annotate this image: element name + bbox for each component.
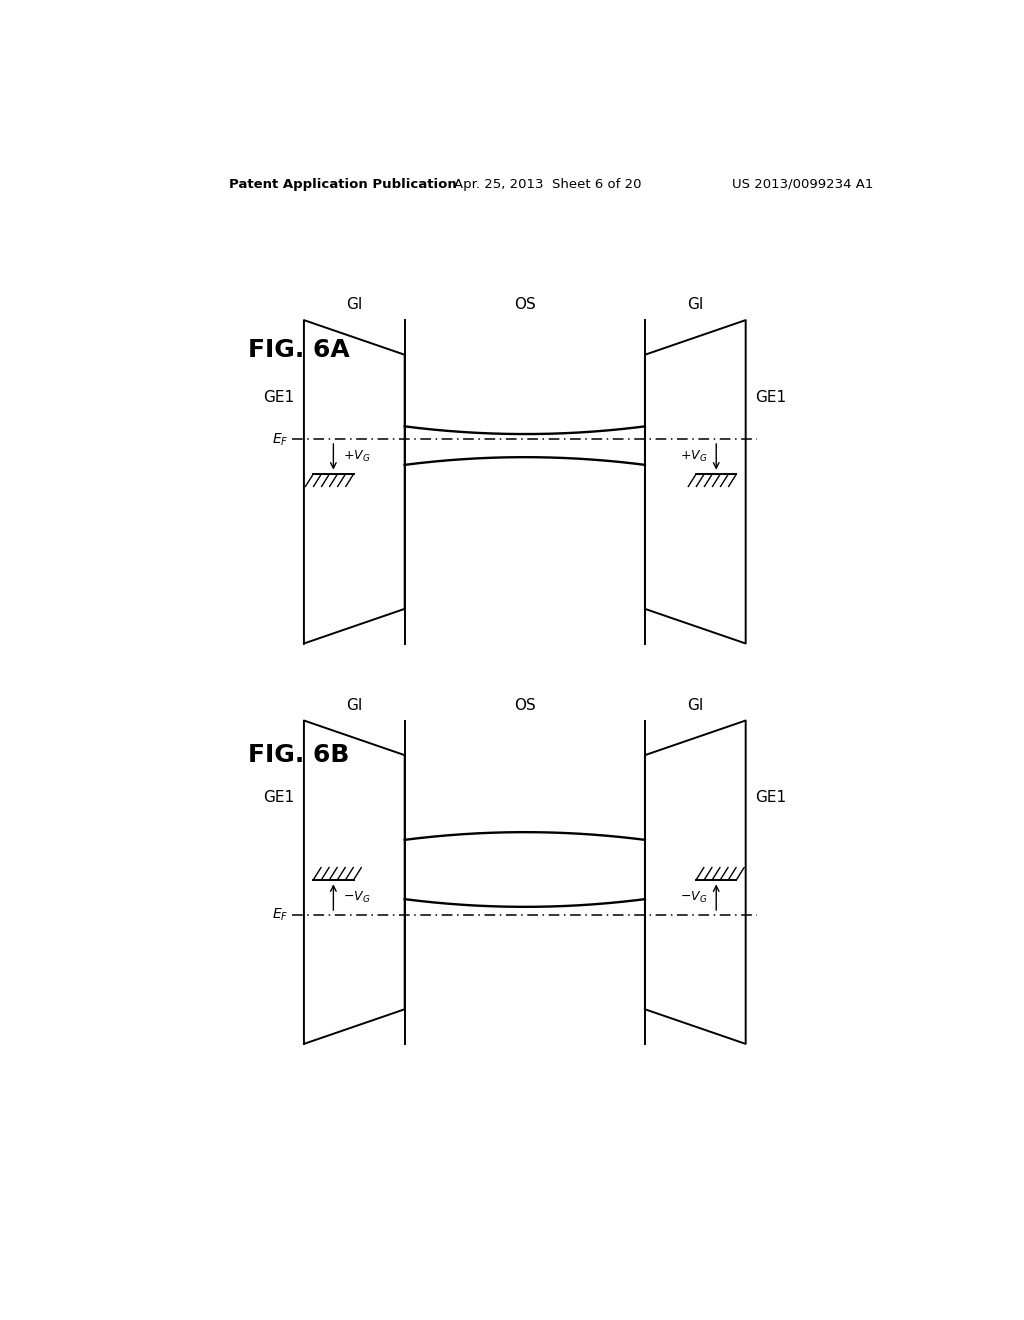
Text: GI: GI xyxy=(687,698,703,713)
Text: US 2013/0099234 A1: US 2013/0099234 A1 xyxy=(732,178,873,190)
Text: Apr. 25, 2013  Sheet 6 of 20: Apr. 25, 2013 Sheet 6 of 20 xyxy=(454,178,641,190)
Text: Patent Application Publication: Patent Application Publication xyxy=(228,178,457,190)
Text: OS: OS xyxy=(514,297,536,313)
Text: $+V_G$: $+V_G$ xyxy=(680,449,707,463)
Text: GE1: GE1 xyxy=(755,789,786,805)
Text: GE1: GE1 xyxy=(263,389,295,405)
Text: $-V_G$: $-V_G$ xyxy=(680,890,707,906)
Text: GI: GI xyxy=(346,698,362,713)
Text: OS: OS xyxy=(514,698,536,713)
Text: $E_F$: $E_F$ xyxy=(272,432,289,447)
Text: $+V_G$: $+V_G$ xyxy=(343,449,370,463)
Text: GE1: GE1 xyxy=(755,389,786,405)
Text: FIG. 6B: FIG. 6B xyxy=(248,743,349,767)
Text: GI: GI xyxy=(346,297,362,313)
Text: GI: GI xyxy=(687,297,703,313)
Text: $-V_G$: $-V_G$ xyxy=(343,890,370,906)
Text: GE1: GE1 xyxy=(263,789,295,805)
Text: FIG. 6A: FIG. 6A xyxy=(248,338,350,363)
Text: $E_F$: $E_F$ xyxy=(272,907,289,923)
